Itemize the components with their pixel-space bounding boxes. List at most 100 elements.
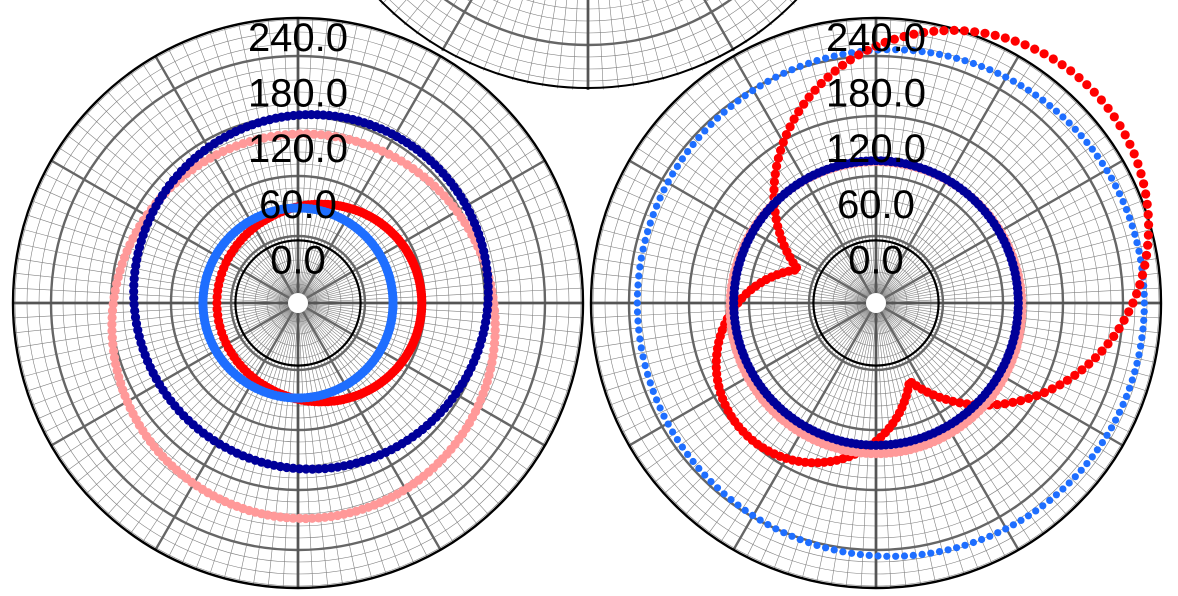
data-point: [1112, 416, 1120, 424]
minor-spoke: [300, 48, 428, 297]
minor-spoke: [301, 63, 454, 298]
data-point: [874, 552, 882, 560]
data-point: [301, 513, 311, 524]
minor-spoke: [303, 123, 520, 299]
minor-spoke: [300, 309, 428, 558]
data-point: [986, 532, 994, 540]
data-point: [129, 280, 139, 290]
data-point: [720, 108, 728, 116]
data-point: [994, 529, 1002, 537]
major-spoke: [50, 159, 293, 301]
r-tick-label: 120.0: [248, 127, 348, 171]
data-point: [949, 25, 959, 35]
data-point: [1093, 446, 1101, 454]
data-point: [1120, 130, 1130, 140]
data-point: [1024, 86, 1032, 94]
data-point: [806, 458, 817, 468]
data-point: [1084, 359, 1094, 369]
data-point: [830, 66, 840, 76]
data-point: [689, 457, 697, 466]
data-point: [673, 436, 682, 444]
data-point: [1119, 198, 1127, 206]
minor-spoke: [572, 0, 588, 90]
minor-spoke: [299, 309, 387, 575]
data-point: [273, 130, 283, 141]
r-tick-label: 60.0: [259, 183, 337, 227]
data-point: [1135, 280, 1145, 290]
minor-spoke: [302, 101, 500, 299]
data-point: [1096, 95, 1106, 105]
minor-spoke: [16, 258, 292, 303]
data-point: [1124, 307, 1134, 317]
data-point: [959, 26, 970, 36]
data-point: [344, 134, 354, 145]
data-point: [1002, 525, 1010, 533]
major-spoke: [154, 308, 296, 551]
r-tick-label: 180.0: [248, 72, 348, 116]
data-point: [636, 263, 644, 271]
minor-spoke: [526, 0, 587, 84]
minor-spoke: [14, 272, 292, 303]
data-point: [1128, 376, 1136, 384]
minor-spoke: [58, 306, 293, 459]
data-point: [899, 31, 909, 42]
minor-spoke: [96, 307, 294, 505]
data-point: [1088, 145, 1096, 153]
minor-spoke: [76, 123, 293, 299]
minor-spoke: [304, 228, 574, 302]
data-point: [953, 544, 961, 552]
minor-spoke: [590, 0, 693, 71]
minor-spoke: [304, 243, 577, 302]
minor-spoke: [304, 305, 559, 420]
data-point: [1107, 424, 1116, 432]
minor-spoke: [304, 304, 574, 378]
data-point: [129, 286, 139, 297]
data-point: [978, 535, 986, 544]
minor-spoke: [142, 63, 295, 298]
data-point: [656, 194, 664, 202]
data-point: [713, 114, 722, 122]
data-point: [1141, 250, 1152, 260]
series-3: [129, 110, 493, 474]
data-point: [1128, 222, 1136, 230]
minor-spoke: [142, 308, 295, 543]
data-point: [830, 52, 838, 60]
data-point: [1010, 36, 1020, 46]
minor-spoke: [299, 27, 373, 297]
data-point: [1017, 516, 1025, 525]
minor-spoke: [590, 0, 721, 59]
minor-spoke: [298, 21, 343, 297]
data-point: [1140, 308, 1148, 316]
data-point: [780, 529, 788, 537]
data-point: [1013, 303, 1023, 313]
data-point: [776, 145, 786, 155]
major-spoke: [300, 308, 442, 551]
data-point: [919, 27, 929, 38]
data-point: [1139, 325, 1147, 333]
data-point: [772, 161, 782, 171]
minor-spoke: [512, 0, 587, 81]
data-point: [961, 57, 969, 65]
data-point: [1143, 230, 1153, 240]
minor-spoke: [304, 272, 582, 303]
minor-spoke: [31, 200, 292, 301]
data-point: [635, 326, 643, 334]
data-point: [323, 130, 333, 141]
data-point: [880, 37, 890, 48]
major-spoke: [303, 159, 546, 301]
data-point: [490, 312, 500, 322]
data-point: [1115, 408, 1124, 416]
minor-spoke: [591, 0, 748, 44]
data-point: [1140, 299, 1148, 307]
data-point: [1083, 460, 1091, 468]
data-point: [1057, 60, 1067, 70]
minor-spoke: [304, 303, 582, 334]
data-point: [107, 319, 117, 329]
data-point: [1071, 125, 1079, 133]
data-point: [1088, 453, 1096, 461]
minor-spoke: [542, 0, 588, 87]
data-point: [108, 339, 118, 349]
zero-ring: [234, 239, 362, 367]
data-point: [892, 552, 900, 560]
data-point: [1009, 521, 1018, 529]
